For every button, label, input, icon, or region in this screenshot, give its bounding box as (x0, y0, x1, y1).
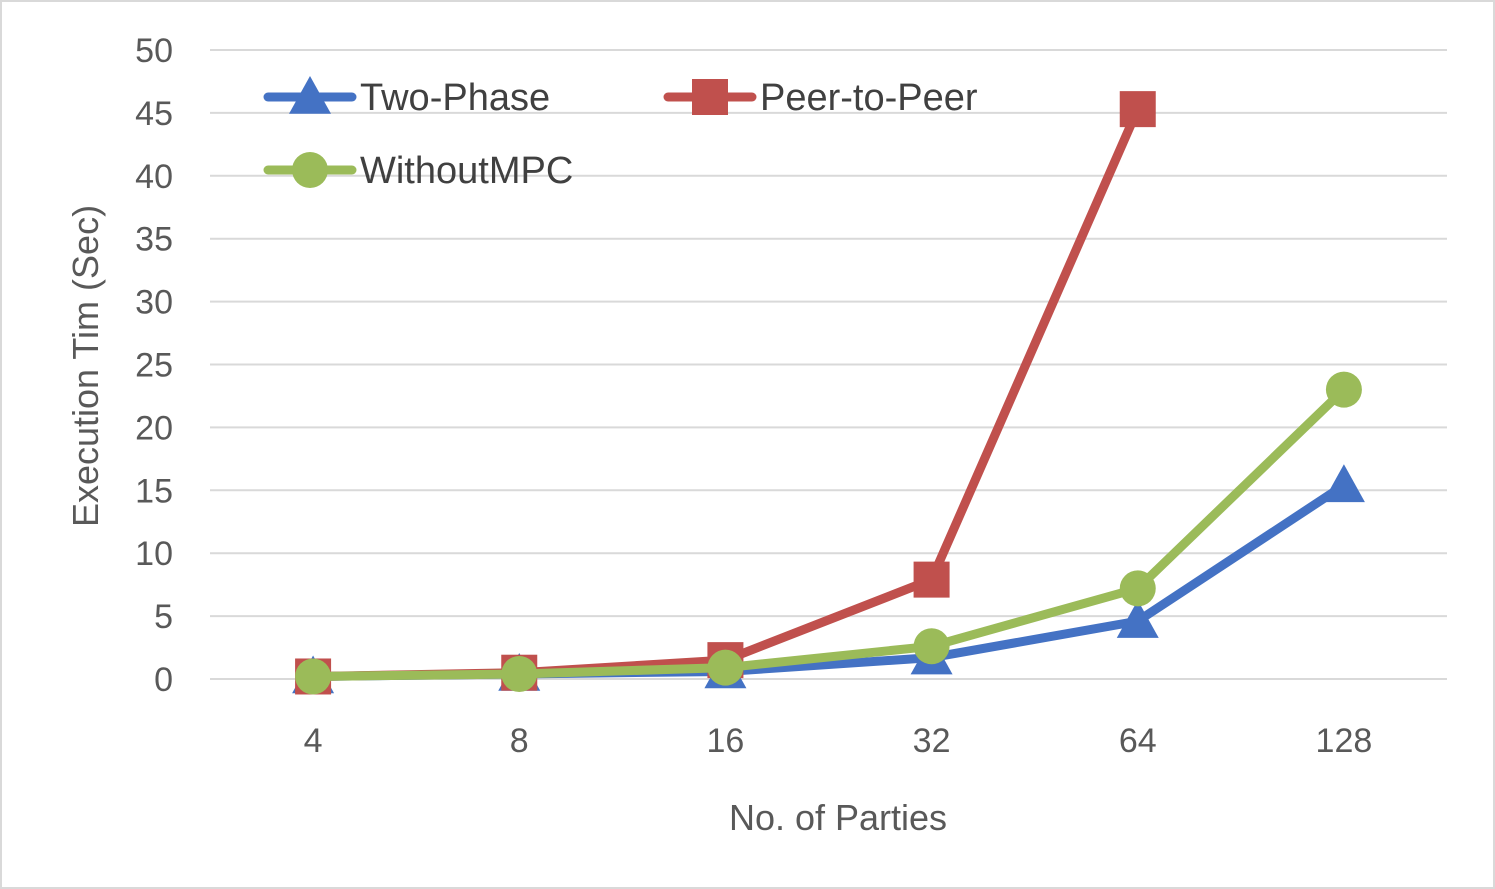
y-tick-label: 20 (135, 409, 173, 447)
data-point (913, 628, 950, 665)
x-axis-ticks: 4 8 16 32 64 128 (304, 722, 1373, 760)
legend: Two-Phase Peer-to-Peer WithoutMPC (263, 76, 978, 192)
x-tick-label: 64 (1119, 722, 1157, 760)
legend-entry: Peer-to-Peer (663, 77, 978, 119)
legend-entry: WithoutMPC (263, 150, 573, 192)
y-axis-ticks: 0 5 10 15 20 25 30 35 40 45 50 (135, 32, 173, 699)
data-point (1325, 371, 1362, 408)
legend-label: Peer-to-Peer (760, 77, 978, 119)
y-tick-label: 40 (135, 158, 173, 196)
series-line (308, 385, 1349, 681)
y-tick-label: 0 (154, 661, 173, 699)
y-tick-label: 5 (154, 598, 173, 636)
y-tick-label: 35 (135, 221, 173, 259)
y-tick-label: 25 (135, 347, 173, 385)
legend-entry: Two-Phase (263, 76, 550, 119)
x-tick-label: 128 (1316, 722, 1373, 760)
legend-label: WithoutMPC (360, 150, 573, 192)
y-tick-label: 30 (135, 284, 173, 322)
series-line (308, 104, 1143, 681)
x-tick-label: 32 (913, 722, 951, 760)
legend-marker (289, 76, 331, 114)
legend-label: Two-Phase (360, 77, 550, 119)
series-withoutmpc (295, 371, 1362, 695)
x-tick-label: 16 (707, 722, 745, 760)
x-tick-label: 8 (510, 722, 529, 760)
gridlines (210, 49, 1447, 680)
data-point (707, 649, 744, 686)
data-point (295, 658, 332, 695)
series-line (308, 480, 1349, 681)
x-tick-label: 4 (304, 722, 323, 760)
data-point (1116, 600, 1159, 638)
data-point (1119, 91, 1156, 128)
data-point (1322, 464, 1365, 503)
legend-marker (692, 79, 728, 115)
x-axis-title: No. of Parties (729, 797, 947, 838)
y-tick-label: 10 (135, 535, 173, 573)
y-axis-title: Execution Tim (Sec) (65, 205, 106, 527)
y-tick-label: 15 (135, 472, 173, 510)
data-point (1119, 570, 1156, 607)
data-point (913, 561, 950, 598)
series-layer (292, 91, 1365, 695)
y-tick-label: 50 (135, 32, 173, 70)
legend-marker (292, 152, 328, 188)
y-tick-label: 45 (135, 95, 173, 133)
data-point (501, 655, 538, 692)
